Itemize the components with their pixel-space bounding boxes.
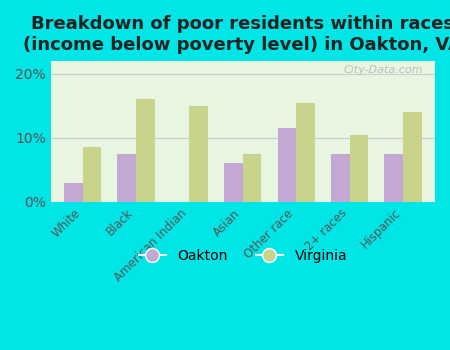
Bar bbox=[136, 99, 155, 202]
Bar bbox=[403, 112, 422, 202]
Bar bbox=[384, 154, 403, 202]
Title: Breakdown of poor residents within races
(income below poverty level) in Oakton,: Breakdown of poor residents within races… bbox=[23, 15, 450, 54]
Bar bbox=[278, 128, 296, 202]
Bar bbox=[64, 183, 83, 202]
Legend: Oakton, Virginia: Oakton, Virginia bbox=[133, 243, 353, 268]
Bar bbox=[243, 154, 261, 202]
Bar bbox=[189, 106, 208, 202]
Bar bbox=[350, 134, 368, 202]
Bar bbox=[331, 154, 350, 202]
Bar bbox=[296, 103, 315, 202]
Text: City-Data.com: City-Data.com bbox=[344, 65, 423, 75]
Bar bbox=[83, 147, 101, 202]
Bar bbox=[117, 154, 136, 202]
Bar bbox=[224, 163, 243, 202]
